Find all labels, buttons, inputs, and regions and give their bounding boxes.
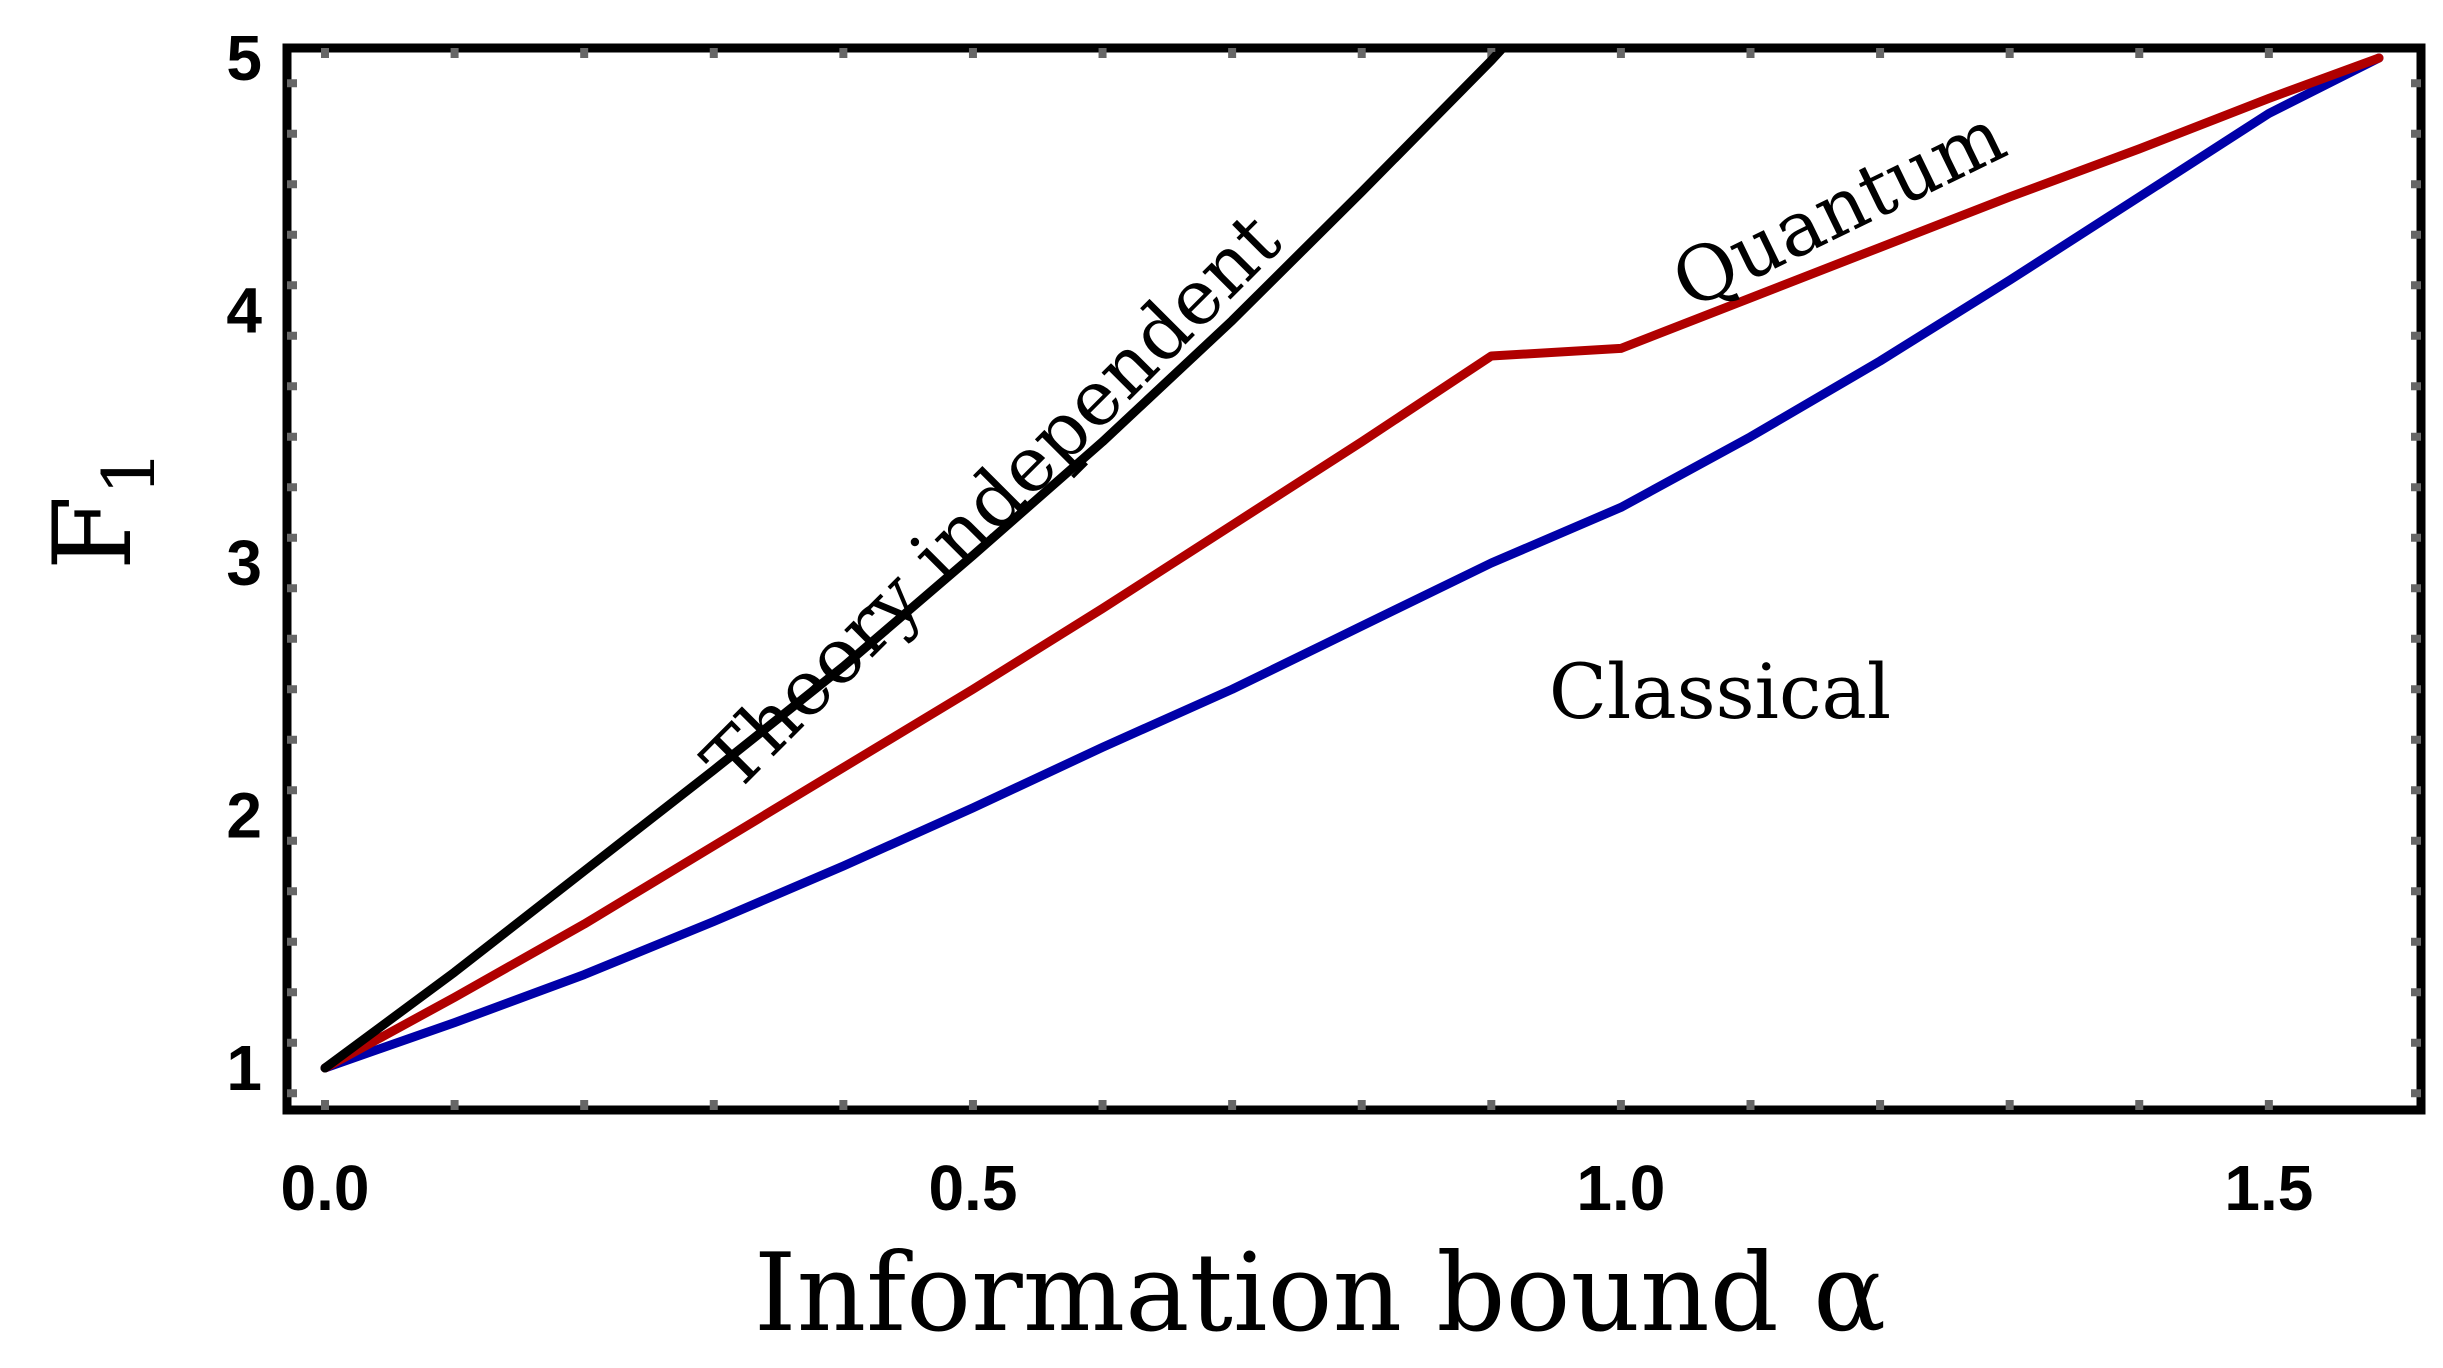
y-tick-label: 5: [226, 22, 262, 94]
y-tick-label: 3: [226, 527, 262, 599]
plot-frame: [282, 43, 2426, 1115]
y-tick-label: 4: [226, 275, 262, 347]
tick-labels: 0.0 0.5 1.0 1.5 1 2 3 4 5: [226, 22, 2313, 1224]
x-axis-title: Information bound α: [754, 1231, 1886, 1356]
series-line-theory-independent: [320, 52, 1506, 1073]
frame-ticks: [287, 48, 2421, 1110]
series-line-classical: [320, 53, 2384, 1073]
x-tick-label: 0.0: [281, 1152, 370, 1224]
label-classical: Classical: [1549, 647, 1891, 736]
svg-text:F1: F1: [31, 450, 171, 571]
x-tick-label: 0.5: [928, 1152, 1017, 1224]
y-tick-label: 1: [226, 1032, 262, 1104]
y-axis-title-main: F: [31, 495, 156, 570]
label-quantum: Quantum: [1658, 90, 2018, 327]
label-theory-independent: Theory independent: [685, 195, 1297, 807]
series-line-quantum: [320, 53, 2384, 1073]
y-axis-title: F1: [31, 450, 171, 571]
y-tick-label: 2: [226, 780, 262, 852]
curves: [320, 52, 2384, 1073]
x-tick-label: 1.0: [1576, 1152, 1665, 1224]
x-tick-label: 1.5: [2224, 1152, 2313, 1224]
y-axis-title-subscript: 1: [87, 450, 171, 496]
